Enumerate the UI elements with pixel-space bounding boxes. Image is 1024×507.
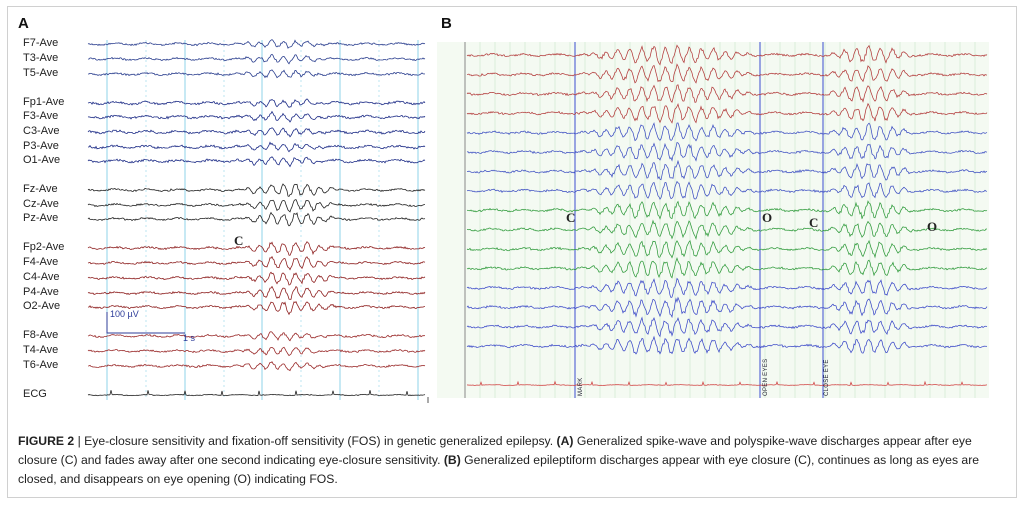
panel-a-trace	[87, 127, 426, 138]
event-label-close-eye: CLOSE EYE	[824, 359, 830, 396]
panel-b-trace	[466, 200, 988, 220]
event-label-mark: MARK	[578, 377, 584, 396]
scale-bar-time-label: 1 s	[183, 333, 196, 343]
panel-b-trace	[467, 219, 987, 240]
panel-a-trace	[87, 285, 426, 300]
panel-a-trace	[87, 361, 426, 372]
panel-a-channel-label: C3-Ave	[23, 125, 60, 137]
panel-a-trace	[87, 53, 426, 65]
panel-a-channel-label: Fz-Ave	[23, 183, 58, 195]
event-label-open-eyes: OPEN EYES	[763, 358, 769, 396]
panel-b-trace	[466, 239, 988, 259]
panel-a-channel-label: F8-Ave	[23, 329, 59, 341]
panel-b-trace	[466, 102, 988, 124]
caption-b-label: (B)	[443, 453, 461, 467]
panel-b-trace	[466, 122, 988, 142]
panel-b-marker-o-1: O	[762, 210, 773, 225]
panel-b-trace	[466, 296, 988, 319]
panel-a-trace	[87, 301, 425, 316]
scale-bar	[106, 312, 185, 334]
panel-a-eye-closure-marker: C	[234, 233, 244, 248]
panel-b-trace	[466, 63, 988, 84]
panel-a-channel-label: O2-Ave	[23, 300, 61, 312]
panel-a-channel-label: F7-Ave	[23, 37, 59, 49]
caption-a-text: Generalized spike-wave and polyspike-wav…	[18, 434, 972, 467]
panel-a-trace	[87, 346, 426, 357]
panel-b-marker-c-2: C	[809, 215, 819, 230]
panel-a-channel-label: P3-Ave	[23, 140, 59, 152]
panel-a-letter: A	[18, 15, 29, 32]
panel-a-channel-label: F3-Ave	[23, 110, 59, 122]
panel-b-trace	[466, 159, 987, 181]
panel-a-channel-label: C4-Ave	[23, 271, 60, 283]
caption-b-text: Generalized epileptiform discharges appe…	[18, 453, 980, 486]
panel-b-trace	[466, 180, 988, 200]
panel-a-channel-label: P4-Ave	[23, 286, 59, 298]
panel-b-trace	[466, 277, 988, 298]
panel-a-trace	[87, 390, 426, 397]
panel-b-marker-c-1: C	[566, 210, 576, 225]
panel-a-channel-label: T4-Ave	[23, 344, 59, 356]
panel-a-trace	[87, 271, 426, 286]
panel-a-channel-label: O1-Ave	[23, 154, 61, 166]
panel-a-channel-label: Fp2-Ave	[23, 241, 65, 253]
panel-b-trace	[466, 44, 988, 66]
panel-a-channel-label: T6-Ave	[23, 359, 59, 371]
panel-a-trace	[88, 141, 426, 153]
panel-a-channel-label: Fp1-Ave	[23, 96, 65, 108]
caption-figure-label: FIGURE 2	[18, 434, 75, 448]
panel-b-trace	[466, 257, 988, 279]
panel-a-channel-label: T5-Ave	[23, 67, 59, 79]
panel-b-background	[437, 42, 989, 398]
panel-a-channel-label: ECG	[23, 388, 47, 400]
panel-a-trace	[87, 156, 426, 168]
figure-caption: FIGURE 2 | Eye-closure sensitivity and f…	[18, 432, 1003, 489]
panel-b-trace	[466, 84, 988, 103]
panel-b-trace	[466, 335, 988, 355]
panel-a-trace	[87, 241, 426, 256]
panel-a-trace	[87, 255, 426, 271]
panel-a-trace	[87, 110, 426, 123]
caption-a-label: (A)	[556, 434, 574, 448]
panel-a-channel-label: Cz-Ave	[23, 198, 59, 210]
panel-a-trace	[88, 69, 426, 79]
panel-b-letter: B	[441, 15, 452, 32]
panel-b-eeg-traces	[437, 42, 989, 398]
panel-a-trace	[87, 331, 426, 342]
panel-a-trace	[87, 199, 425, 213]
panel-a-eeg-traces	[87, 39, 429, 403]
panel-a-channel-label: F4-Ave	[23, 256, 59, 268]
panel-b-trace	[466, 380, 988, 386]
panel-a-channel-label: Pz-Ave	[23, 212, 59, 224]
panel-a-channel-label: T3-Ave	[23, 52, 59, 64]
panel-b-trace	[466, 141, 988, 162]
panel-b-trace	[466, 316, 988, 338]
panel-a-trace	[87, 211, 426, 227]
panel-b-marker-o-2: O	[927, 219, 938, 234]
panel-a-trace	[87, 183, 426, 197]
scale-bar-voltage-label: 100 µV	[110, 309, 139, 319]
caption-title: | Eye-closure sensitivity and fixation-o…	[74, 434, 557, 448]
panel-a-trace	[87, 39, 426, 49]
panel-a-trace	[87, 98, 426, 108]
